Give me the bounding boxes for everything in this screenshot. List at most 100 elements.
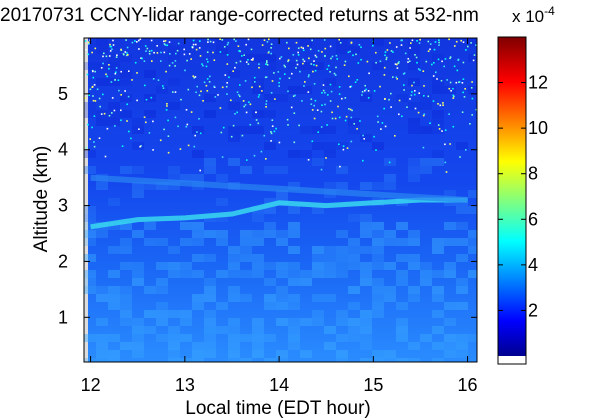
noise-dot xyxy=(222,126,225,129)
noise-dot xyxy=(128,130,130,133)
noise-dot xyxy=(450,90,452,92)
heatmap-cell xyxy=(144,94,156,102)
noise-dot xyxy=(437,58,440,61)
noise-dot xyxy=(351,109,353,112)
noise-dot xyxy=(453,65,456,68)
noise-dot xyxy=(295,59,298,62)
heatmap-cell xyxy=(132,262,144,270)
heatmap-cell xyxy=(252,78,264,86)
heatmap-cell xyxy=(288,206,300,214)
noise-dot xyxy=(280,56,283,58)
heatmap-cell xyxy=(432,358,444,362)
noise-dot xyxy=(273,72,275,74)
heatmap-cell xyxy=(348,246,360,254)
noise-dot xyxy=(93,84,96,86)
heatmap-cell xyxy=(432,150,444,158)
heatmap-cell xyxy=(228,342,240,350)
heatmap-cell xyxy=(444,350,456,358)
noise-dot xyxy=(442,102,444,104)
heatmap-cell xyxy=(372,182,384,190)
heatmap-cell xyxy=(96,294,108,302)
noise-dot xyxy=(88,94,90,96)
noise-dot xyxy=(177,42,180,45)
noise-dot xyxy=(407,61,409,63)
heatmap-cell xyxy=(300,350,312,358)
noise-dot xyxy=(206,58,208,61)
noise-dot xyxy=(138,128,140,130)
noise-dot xyxy=(122,53,125,55)
noise-dot xyxy=(183,53,186,56)
noise-dot xyxy=(415,56,418,59)
noise-dot xyxy=(157,79,160,81)
heatmap-cell xyxy=(420,102,432,110)
heatmap-cell xyxy=(456,302,468,310)
heatmap-cell xyxy=(348,318,360,326)
noise-dot xyxy=(213,85,215,88)
heatmap-cell xyxy=(408,262,420,270)
noise-dot xyxy=(105,55,108,58)
noise-dot xyxy=(349,108,352,111)
heatmap-cell xyxy=(240,270,252,278)
heatmap-cell xyxy=(168,262,180,270)
heatmap-cell xyxy=(288,342,300,350)
heatmap-cell xyxy=(264,142,276,150)
noise-dot xyxy=(310,98,313,100)
heatmap-cell xyxy=(204,94,216,102)
heatmap-cell xyxy=(228,134,240,142)
heatmap-cell xyxy=(228,294,240,302)
heatmap-cell xyxy=(240,254,252,262)
heatmap-cell xyxy=(360,182,372,190)
noise-dot xyxy=(310,103,313,105)
noise-dot xyxy=(436,78,438,80)
noise-dot xyxy=(209,75,211,78)
noise-dot xyxy=(290,106,293,109)
noise-dot xyxy=(212,41,215,44)
noise-dot xyxy=(130,137,132,140)
noise-dot xyxy=(341,97,343,100)
noise-dot xyxy=(381,122,384,124)
noise-dot xyxy=(471,81,473,83)
noise-dot xyxy=(255,119,258,121)
noise-dot xyxy=(397,62,400,65)
y-axis-label: Altitude (km) xyxy=(31,146,52,253)
noise-dot xyxy=(411,91,413,93)
heatmap-cell xyxy=(132,326,144,334)
heatmap-cell xyxy=(372,254,384,262)
noise-dot xyxy=(320,126,323,128)
noise-dot xyxy=(470,42,472,44)
noise-dot xyxy=(112,44,115,46)
colorbar-ticks: 2 4 6 8 10 12 xyxy=(498,73,548,320)
noise-dot xyxy=(274,98,276,100)
noise-dot xyxy=(375,149,377,151)
noise-dot xyxy=(444,129,447,131)
noise-dot xyxy=(414,90,416,92)
noise-dot xyxy=(422,70,425,72)
noise-dot xyxy=(239,60,242,63)
noise-dot xyxy=(465,49,467,51)
heatmap-cell xyxy=(360,214,372,222)
heatmap-cell xyxy=(240,246,252,254)
noise-dot xyxy=(326,124,328,126)
noise-dot xyxy=(249,103,252,106)
noise-dot xyxy=(402,73,405,75)
heatmap-cell xyxy=(240,358,252,362)
noise-dot xyxy=(423,85,425,87)
x-tick-label: 14 xyxy=(269,375,289,395)
noise-dot xyxy=(456,69,459,72)
heatmap-cell xyxy=(108,118,120,126)
noise-dot xyxy=(422,146,425,149)
noise-dot xyxy=(214,96,217,98)
heatmap-cell xyxy=(396,326,408,334)
upper-layer xyxy=(90,174,468,203)
noise-dot xyxy=(265,100,268,102)
heatmap-cell xyxy=(408,230,420,238)
colorbar-tick-label: 2 xyxy=(528,300,538,320)
noise-dot xyxy=(278,141,281,144)
noise-dot xyxy=(339,165,341,168)
noise-dot xyxy=(92,76,95,79)
noise-dot xyxy=(270,132,273,135)
noise-dot xyxy=(198,94,201,97)
heatmap-cell xyxy=(456,342,468,350)
x-tick-label: 13 xyxy=(175,375,195,395)
heatmap-cell xyxy=(408,54,420,62)
